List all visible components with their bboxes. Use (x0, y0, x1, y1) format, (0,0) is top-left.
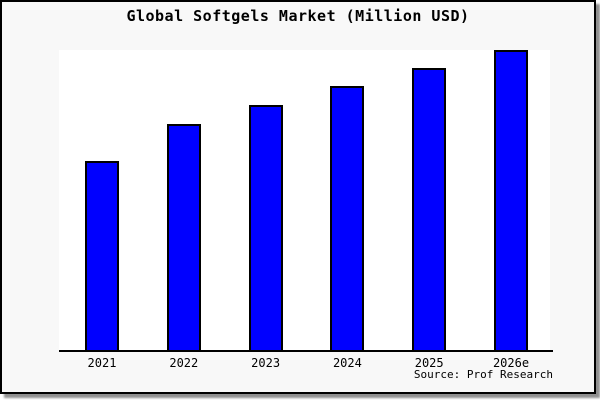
bar-2021 (85, 161, 119, 350)
bar-2026e (494, 50, 528, 350)
x-tick-label-2025: 2025 (414, 356, 444, 370)
plot-area (59, 50, 550, 350)
bar-2022 (166, 124, 201, 350)
x-tick-label-2024: 2024 (332, 356, 362, 370)
x-tick-label-2026e: 2026e (492, 356, 530, 370)
x-tick-label-2021: 2021 (87, 356, 117, 370)
x-tick-label-2022: 2022 (169, 356, 199, 370)
chart-frame: Global Softgels Market (Million USD) Sou… (0, 0, 596, 394)
bar-2025 (412, 68, 447, 350)
x-axis-line (59, 350, 553, 352)
bar-2023 (248, 105, 283, 350)
source-caption: Source: Prof Research (413, 368, 553, 381)
bar-2024 (330, 86, 365, 350)
x-tick-label-2023: 2023 (251, 356, 281, 370)
chart-title: Global Softgels Market (Million USD) (126, 7, 470, 25)
